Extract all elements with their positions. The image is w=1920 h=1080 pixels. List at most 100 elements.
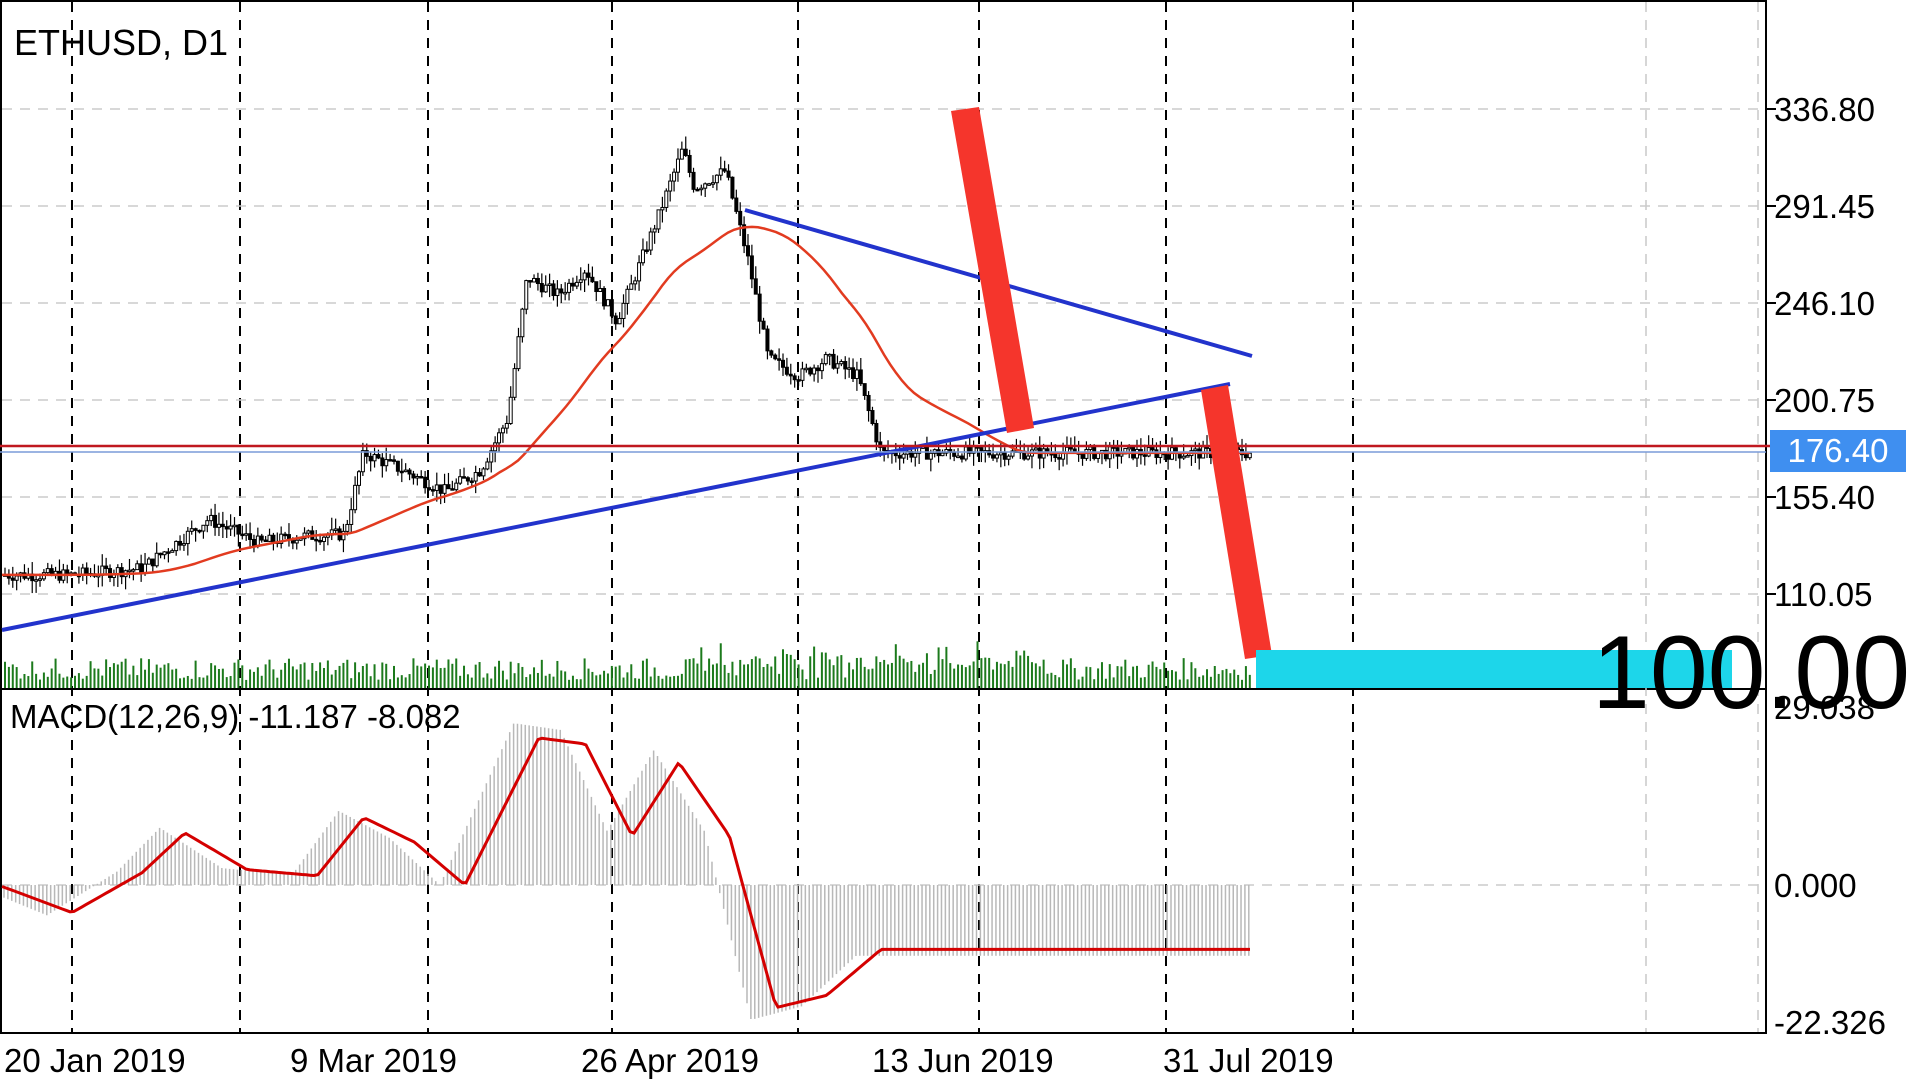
candle-body bbox=[341, 530, 346, 541]
candle-body bbox=[345, 523, 350, 532]
volume-bar bbox=[976, 641, 979, 688]
volume-bar bbox=[1116, 666, 1119, 688]
candle-body bbox=[364, 450, 369, 457]
volume-bar bbox=[995, 661, 998, 688]
volume-bar bbox=[167, 663, 170, 688]
candle-body bbox=[135, 563, 140, 571]
volume-bar bbox=[381, 662, 384, 688]
volume-bar bbox=[758, 658, 761, 688]
candle-body bbox=[679, 148, 684, 160]
volume-bar bbox=[124, 658, 127, 688]
volume-bar bbox=[836, 656, 839, 688]
volume-bar bbox=[1073, 668, 1076, 688]
volume-bar bbox=[575, 679, 578, 688]
volume-bar bbox=[1085, 666, 1088, 688]
candle-body bbox=[687, 154, 692, 173]
volume-bar bbox=[700, 647, 703, 688]
volume-bar bbox=[1171, 670, 1173, 688]
volume-bar bbox=[1120, 666, 1123, 688]
candle-body bbox=[551, 283, 556, 297]
candle-body bbox=[267, 534, 272, 542]
volume-bar bbox=[179, 678, 182, 688]
volume-bar bbox=[692, 658, 695, 688]
candle-body bbox=[819, 363, 824, 372]
volume-bar bbox=[898, 655, 901, 688]
candle-body bbox=[263, 539, 268, 543]
volume-bar bbox=[855, 657, 858, 688]
candle-body bbox=[718, 168, 723, 176]
volume-bar bbox=[151, 672, 154, 688]
volume-bar bbox=[1147, 664, 1150, 688]
volume-bar bbox=[953, 668, 956, 688]
candle-body bbox=[633, 280, 638, 285]
volume-bar bbox=[583, 658, 586, 688]
volume-bar bbox=[552, 676, 555, 688]
volume-bar bbox=[1062, 659, 1065, 688]
volume-bar bbox=[439, 668, 442, 688]
volume-bar bbox=[23, 674, 26, 688]
horizontal-gridlines bbox=[2, 108, 1766, 886]
candle-body bbox=[839, 361, 844, 365]
volume-bar bbox=[1163, 662, 1166, 688]
volume-bar bbox=[645, 658, 648, 688]
candle-body bbox=[843, 361, 848, 370]
candle-body bbox=[174, 540, 179, 552]
candle-body bbox=[1142, 454, 1147, 457]
volume-bar bbox=[1217, 673, 1220, 688]
volume-bar bbox=[1100, 662, 1103, 688]
chart-title: ETHUSD, D1 bbox=[14, 22, 229, 63]
volume-bar bbox=[474, 664, 477, 688]
candle-body bbox=[952, 451, 957, 457]
volume-bar bbox=[396, 677, 399, 688]
volume-bar bbox=[618, 665, 621, 688]
candle-body bbox=[594, 281, 599, 293]
volume-bar bbox=[957, 664, 960, 688]
candle-body bbox=[539, 283, 544, 293]
candle-body bbox=[1080, 452, 1085, 459]
candle-body bbox=[1026, 455, 1031, 460]
candle-body bbox=[34, 579, 39, 582]
volume-bar bbox=[673, 676, 676, 688]
volume-bar bbox=[1019, 655, 1022, 688]
volume-bar bbox=[58, 673, 61, 688]
volume-bar bbox=[840, 655, 843, 688]
candle-body bbox=[485, 461, 490, 470]
volume-bar bbox=[428, 665, 431, 688]
volume-bar bbox=[416, 665, 419, 688]
candle-body bbox=[38, 578, 43, 581]
volume-bar bbox=[875, 656, 878, 688]
volume-bar bbox=[871, 668, 874, 688]
volume-bar bbox=[1046, 673, 1049, 688]
volume-bar bbox=[369, 676, 372, 688]
volume-bar bbox=[669, 676, 672, 688]
candle-body bbox=[640, 249, 645, 264]
volume-bar bbox=[229, 676, 232, 688]
volume-bar bbox=[136, 675, 139, 688]
current-price-tag bbox=[1770, 430, 1906, 472]
volume-bar bbox=[723, 664, 726, 688]
volume-bar bbox=[684, 659, 687, 688]
candle-body bbox=[1103, 449, 1108, 460]
volume-bar bbox=[482, 677, 485, 688]
candle-body bbox=[1119, 453, 1124, 457]
target-zone-rect bbox=[1256, 650, 1732, 688]
candle-body bbox=[189, 528, 194, 532]
candle-body bbox=[816, 367, 821, 372]
candle-body bbox=[726, 170, 731, 178]
candle-body bbox=[796, 379, 801, 382]
candle-body bbox=[742, 224, 747, 247]
volume-bar bbox=[1128, 676, 1131, 688]
volume-bar bbox=[1206, 669, 1209, 688]
candle-body bbox=[555, 288, 560, 297]
volume-bar bbox=[1186, 679, 1189, 688]
candle-body bbox=[773, 354, 778, 360]
volume-bar bbox=[754, 656, 757, 688]
candle-body bbox=[707, 183, 712, 186]
candle-body bbox=[652, 228, 657, 233]
volume-bar bbox=[140, 658, 143, 688]
candle-body bbox=[259, 535, 264, 541]
candle-body bbox=[928, 452, 933, 460]
price-tick-label: 246.10 bbox=[1774, 285, 1875, 322]
macd-tick-label: -22.326 bbox=[1774, 1004, 1886, 1041]
candle-body bbox=[49, 568, 54, 575]
